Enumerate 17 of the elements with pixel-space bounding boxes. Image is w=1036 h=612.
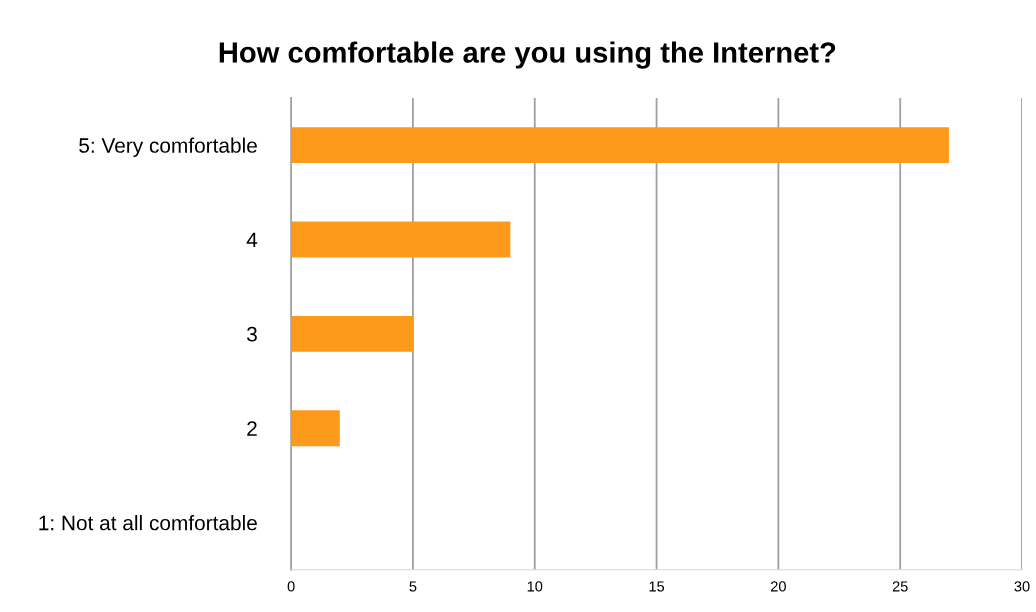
y-tick-label: 4 xyxy=(246,232,258,248)
y-tick-label: 1: Not at all comfortable xyxy=(39,515,257,531)
bar xyxy=(291,410,340,447)
chart-title: How comfortable are you using the Internet? xyxy=(219,41,836,69)
bar xyxy=(291,127,949,164)
x-tick-label: 0 xyxy=(287,581,295,592)
x-tick-label: 30 xyxy=(1014,581,1030,592)
y-tick-label: 3 xyxy=(246,326,257,342)
x-tick-label: 25 xyxy=(892,581,908,592)
x-tick-label: 20 xyxy=(771,581,786,592)
x-tick-label: 10 xyxy=(527,581,543,592)
x-tick-label: 15 xyxy=(649,581,665,592)
x-tick-label: 5 xyxy=(409,581,417,592)
y-tick-label: 2 xyxy=(247,421,257,436)
y-tick-label: 5: Very comfortable xyxy=(79,137,257,157)
bar xyxy=(291,221,511,258)
bar xyxy=(291,315,413,352)
